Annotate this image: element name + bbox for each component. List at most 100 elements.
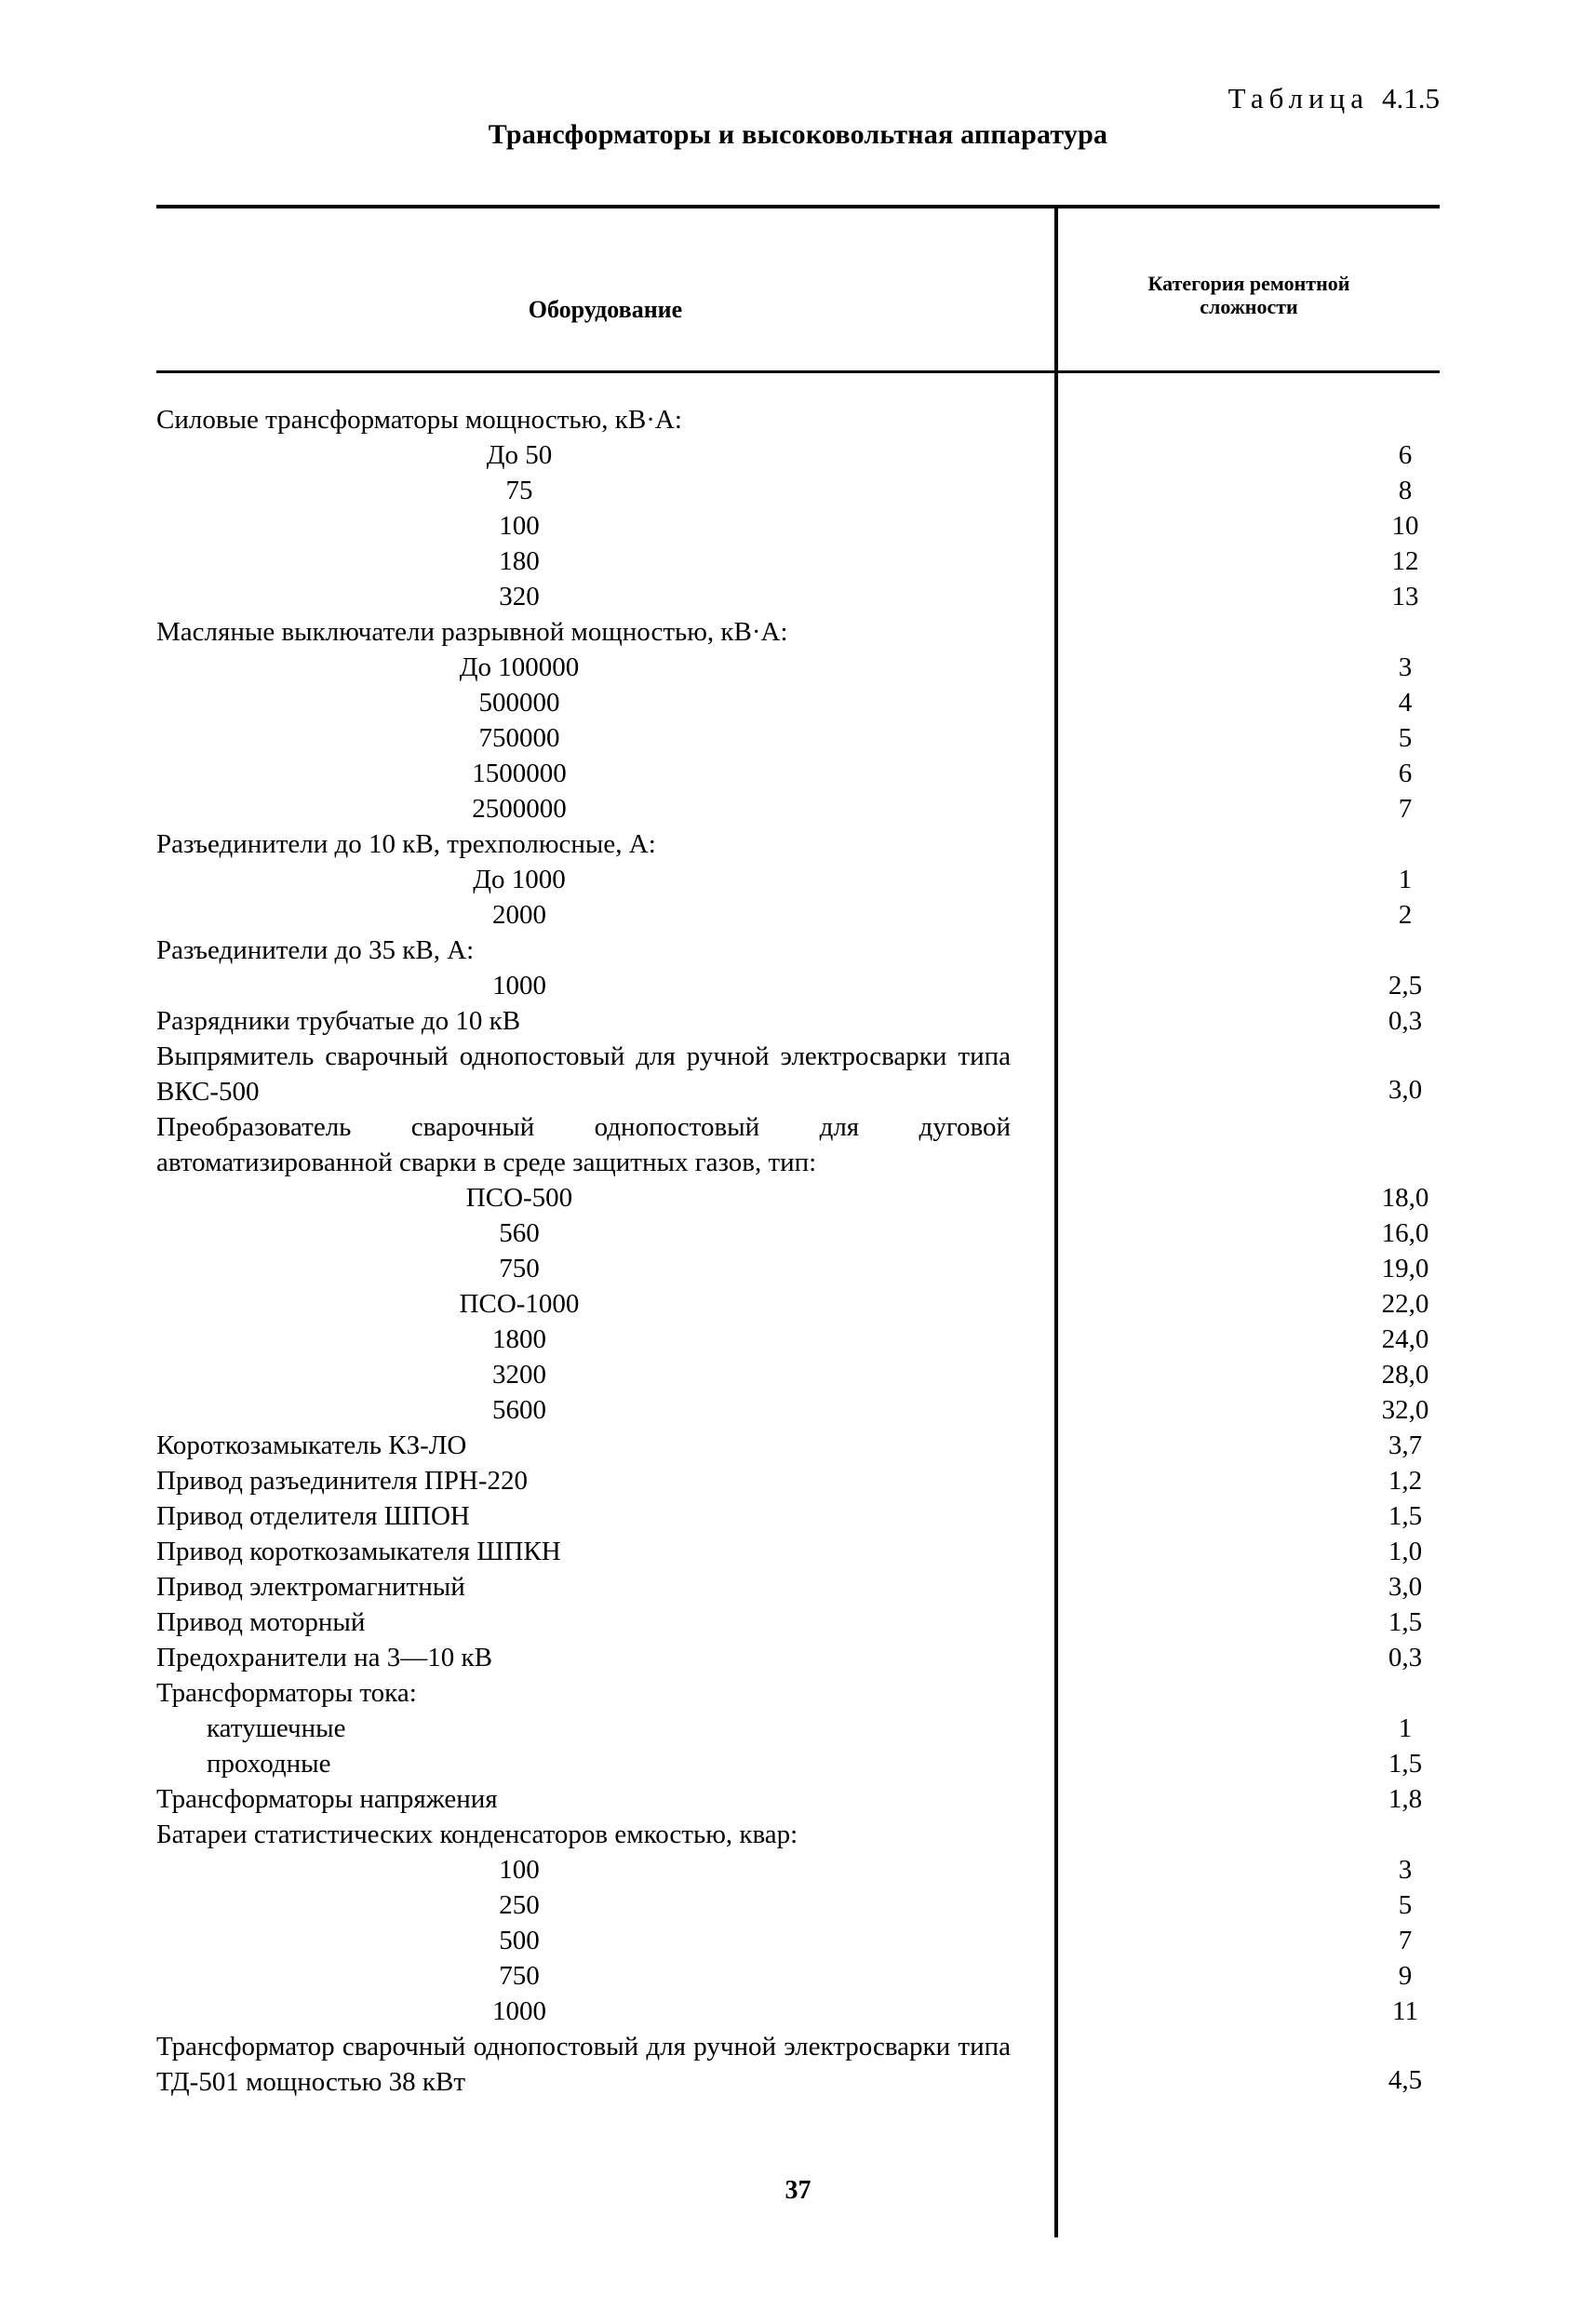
row-label: 180 <box>499 546 540 576</box>
row-label: 1000 <box>492 1996 546 2026</box>
row-label: 2000 <box>492 900 546 930</box>
table-row: 2000 2 <box>156 897 1440 933</box>
row-value: 11 <box>1392 1996 1418 2026</box>
table-number-value: 4.1.5 <box>1382 82 1440 114</box>
row-value: 3,0 <box>1388 1572 1423 1602</box>
row-label: Привод электромагнитный <box>156 1572 465 1602</box>
row-value: 18,0 <box>1381 1183 1429 1213</box>
table-row: 1000 11 <box>156 1994 1440 2029</box>
row-label: До 100000 <box>459 652 580 682</box>
row-value: 5 <box>1398 723 1413 753</box>
table-row: Масляные выключатели разрывной мощностью… <box>156 614 1440 650</box>
row-value: 3 <box>1398 652 1413 682</box>
row-label: проходные <box>207 1749 331 1779</box>
table-row: ПСО-500 18,0 <box>156 1180 1440 1215</box>
row-value: 1,5 <box>1388 1749 1423 1779</box>
row-value: 8 <box>1398 476 1413 505</box>
row-value: 1,0 <box>1388 1537 1423 1566</box>
row-value: 9 <box>1398 1961 1413 1991</box>
row-label: 250 <box>499 1890 540 1920</box>
table-row: Привод короткозамыкателя ШПКН 1,0 <box>156 1534 1440 1569</box>
table-row: 1500000 6 <box>156 756 1440 791</box>
row-label: 750 <box>499 1961 540 1991</box>
table-column-divider <box>1054 208 1058 2237</box>
table-number-word: Таблица <box>1227 82 1369 114</box>
table-row: 5600 32,0 <box>156 1392 1440 1428</box>
row-label: Выпрямитель сварочный однопостовый для р… <box>156 1041 1011 1107</box>
row-label: Трансформатор сварочный однопостовый для… <box>156 2032 1011 2097</box>
table-row: проходные 1,5 <box>156 1746 1440 1781</box>
row-value: 19,0 <box>1381 1254 1429 1283</box>
row-label: Батареи статистических конденсаторов емк… <box>156 1820 798 1849</box>
row-label: 100 <box>499 511 540 541</box>
row-label: 320 <box>499 582 540 611</box>
column-header-category-line2: сложности <box>1200 295 1298 319</box>
row-value: 4,5 <box>1388 2065 1423 2095</box>
row-label: Преобразователь сварочный однопостовый д… <box>156 1112 1011 1177</box>
row-value: 6 <box>1398 759 1413 788</box>
table-row: Предохранители на 3—10 кВ 0,3 <box>156 1640 1440 1675</box>
table-row: ПСО-1000 22,0 <box>156 1286 1440 1322</box>
row-value: 1,8 <box>1388 1784 1423 1814</box>
row-value: 3 <box>1398 1855 1413 1885</box>
row-value: 13 <box>1391 582 1419 611</box>
table-row: Короткозамыкатель КЗ-ЛО 3,7 <box>156 1428 1440 1463</box>
row-label: Короткозамыкатель КЗ-ЛО <box>156 1430 467 1460</box>
row-label: 1800 <box>492 1324 546 1354</box>
row-value: 0,3 <box>1388 1643 1423 1672</box>
row-value: 24,0 <box>1381 1324 1429 1354</box>
table-row: Разъединители до 10 кВ, трехполюсные, А: <box>156 826 1440 862</box>
table-row: 75 8 <box>156 473 1440 508</box>
row-value: 12 <box>1391 546 1419 576</box>
row-value: 0,3 <box>1388 1006 1423 1036</box>
table-row: 100 3 <box>156 1852 1440 1887</box>
table-row: 3200 28,0 <box>156 1357 1440 1392</box>
table-row: 180 12 <box>156 544 1440 579</box>
table-row: Разъединители до 35 кВ, А: <box>156 933 1440 968</box>
row-label: Масляные выключатели разрывной мощностью… <box>156 617 788 647</box>
table-row: 750 19,0 <box>156 1251 1440 1286</box>
row-label: Привод короткозамыкателя ШПКН <box>156 1537 561 1566</box>
table-row: 250 5 <box>156 1887 1440 1923</box>
column-header-category-line1: Категория ремонтной <box>1147 272 1350 295</box>
row-label: Предохранители на 3—10 кВ <box>156 1643 492 1672</box>
row-label: Трансформаторы напряжения <box>156 1784 498 1814</box>
row-value: 3,0 <box>1388 1075 1423 1105</box>
table-row: 750000 5 <box>156 720 1440 756</box>
column-header-equipment: Оборудование <box>528 296 683 323</box>
row-label: 5600 <box>492 1395 546 1425</box>
row-value: 6 <box>1398 440 1413 470</box>
row-value: 10 <box>1391 511 1419 541</box>
table-row: 560 16,0 <box>156 1215 1440 1251</box>
row-value: 22,0 <box>1381 1289 1429 1319</box>
row-label: Разрядники трубчатые до 10 кВ <box>156 1006 521 1036</box>
table-row: Трансформаторы тока: <box>156 1675 1440 1711</box>
table-row: До 1000 1 <box>156 862 1440 897</box>
table-row: Батареи статистических конденсаторов емк… <box>156 1817 1440 1852</box>
table-row: До 50 6 <box>156 437 1440 473</box>
row-label: Привод отделителя ШПОН <box>156 1501 470 1531</box>
table-row: Трансформаторы напряжения 1,8 <box>156 1781 1440 1817</box>
row-label: ПСО-500 <box>465 1183 573 1213</box>
page-number: 37 <box>785 2176 811 2205</box>
row-label: катушечные <box>207 1713 346 1743</box>
row-value: 5 <box>1398 1890 1413 1920</box>
row-label: 500000 <box>478 688 560 718</box>
row-label: 750000 <box>478 723 560 753</box>
table-row: 750 9 <box>156 1958 1440 1994</box>
row-value: 1 <box>1398 865 1413 894</box>
row-label: 1000 <box>492 971 546 1001</box>
row-value: 1,5 <box>1388 1501 1423 1531</box>
row-label: Трансформаторы тока: <box>156 1678 417 1708</box>
table-row: 1000 2,5 <box>156 968 1440 1003</box>
row-label: 3200 <box>492 1360 546 1390</box>
row-label: До 1000 <box>473 865 566 894</box>
row-label: ПСО-1000 <box>459 1289 580 1319</box>
table-row: 100 10 <box>156 508 1440 544</box>
table-row: 320 13 <box>156 579 1440 614</box>
row-label: Разъединители до 35 кВ, А: <box>156 935 475 965</box>
row-label: Привод разъединителя ПРН-220 <box>156 1466 529 1496</box>
column-header-category: Категория ремонтной сложности <box>1058 272 1440 319</box>
table-row: Трансформатор сварочный однопостовый для… <box>156 2029 1440 2100</box>
